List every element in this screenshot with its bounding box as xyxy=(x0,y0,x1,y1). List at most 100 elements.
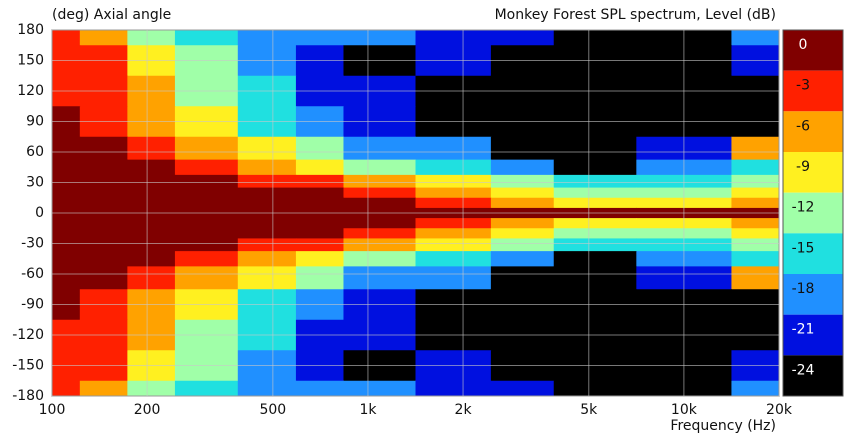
heat-cell xyxy=(237,136,297,161)
colorbar-label: -6 xyxy=(796,118,810,134)
heat-cell xyxy=(52,218,81,229)
heat-cell xyxy=(237,251,297,267)
heat-cell xyxy=(343,174,416,189)
heat-cell xyxy=(295,174,344,189)
y-tick-label: 60 xyxy=(26,144,44,160)
y-tick-label: -60 xyxy=(21,266,44,282)
heat-cell xyxy=(127,266,176,290)
heat-cell xyxy=(174,187,239,199)
heat-cell xyxy=(79,187,128,199)
heat-cell xyxy=(490,174,555,189)
heat-cell xyxy=(174,251,239,267)
heat-cell xyxy=(237,187,297,199)
heat-cell xyxy=(415,187,492,199)
heat-cell xyxy=(127,228,176,239)
colorbar-label: -3 xyxy=(796,78,810,94)
heat-cell xyxy=(174,159,239,176)
heat-cell xyxy=(79,228,128,239)
y-tick-label: -120 xyxy=(12,327,44,343)
heat-cell xyxy=(553,238,637,252)
y-tick-label: 90 xyxy=(26,114,44,130)
colorbar-label: -15 xyxy=(792,240,815,256)
heat-cell xyxy=(415,218,492,229)
x-tick-label: 5k xyxy=(580,402,598,418)
heat-cell xyxy=(295,136,344,161)
heat-cell xyxy=(79,30,128,46)
x-tick-label: 20k xyxy=(766,402,793,418)
heat-cell xyxy=(52,159,81,176)
heat-cell xyxy=(343,218,416,229)
heat-cell xyxy=(79,136,128,161)
heat-cell xyxy=(52,174,81,189)
y-tick-label: -30 xyxy=(21,236,44,252)
heat-cell xyxy=(731,136,780,161)
x-tick-label: 500 xyxy=(259,402,286,418)
heat-cell xyxy=(237,218,297,229)
heat-cell xyxy=(295,251,344,267)
colorbar-band xyxy=(783,314,843,356)
heat-cell xyxy=(490,30,555,46)
x-tick-label: 10k xyxy=(671,402,698,418)
colorbar-label: -21 xyxy=(792,322,815,338)
heat-cell xyxy=(415,159,492,176)
heat-cell xyxy=(343,251,416,267)
heat-cell xyxy=(295,238,344,252)
heat-cell xyxy=(174,30,239,46)
heat-cell xyxy=(295,380,344,397)
heat-cell xyxy=(174,266,239,290)
heat-cell xyxy=(343,30,416,46)
heat-cell xyxy=(52,238,81,252)
colorbar-band xyxy=(783,152,843,193)
colorbar-label: -24 xyxy=(792,362,815,378)
heat-cell xyxy=(415,251,492,267)
y-tick-label: 180 xyxy=(17,22,44,38)
colorbar-band xyxy=(783,30,843,71)
heat-cell xyxy=(415,266,492,290)
heat-cell xyxy=(79,197,128,209)
heat-cell xyxy=(174,197,239,209)
heat-cell xyxy=(490,159,555,176)
x-tick-label: 200 xyxy=(134,402,161,418)
heat-cell xyxy=(52,251,81,267)
heat-cell xyxy=(731,174,780,189)
heat-cell xyxy=(295,30,344,46)
heat-cell xyxy=(731,30,780,46)
heat-cell xyxy=(295,266,344,290)
heat-cell xyxy=(237,30,297,46)
heat-cell xyxy=(731,228,780,239)
heat-cell xyxy=(127,218,176,229)
colorbar-label: -9 xyxy=(796,159,810,175)
colorbar-band xyxy=(783,70,843,112)
colorbar-band xyxy=(783,355,843,396)
heat-cell xyxy=(79,238,128,252)
colorbar-band xyxy=(783,192,843,234)
heat-cell xyxy=(490,136,555,161)
heat-cell xyxy=(553,174,637,189)
heat-cell xyxy=(553,30,637,46)
y-axis-label: (deg) Axial angle xyxy=(52,7,171,23)
heat-cell xyxy=(237,197,297,209)
heat-cell xyxy=(415,380,492,397)
heat-cell xyxy=(415,197,492,209)
heat-cell xyxy=(343,238,416,252)
y-tick-label: 30 xyxy=(26,175,44,191)
heat-cell xyxy=(731,266,780,290)
heat-cell xyxy=(52,228,81,239)
colorbar-label: -12 xyxy=(792,200,815,216)
heat-cell xyxy=(295,159,344,176)
heat-cell xyxy=(343,228,416,239)
heat-cell xyxy=(415,136,492,161)
heat-cell xyxy=(79,266,128,290)
heat-cell xyxy=(553,187,637,199)
heat-cell xyxy=(553,380,637,397)
heat-cell xyxy=(731,238,780,252)
heat-cell xyxy=(731,251,780,267)
heat-cell xyxy=(553,159,637,176)
colorbar-label: 0 xyxy=(799,37,808,53)
heat-cell xyxy=(127,136,176,161)
heat-cell xyxy=(79,174,128,189)
heat-cell xyxy=(553,218,637,229)
heat-cell xyxy=(343,266,416,290)
heat-cell xyxy=(52,187,81,199)
